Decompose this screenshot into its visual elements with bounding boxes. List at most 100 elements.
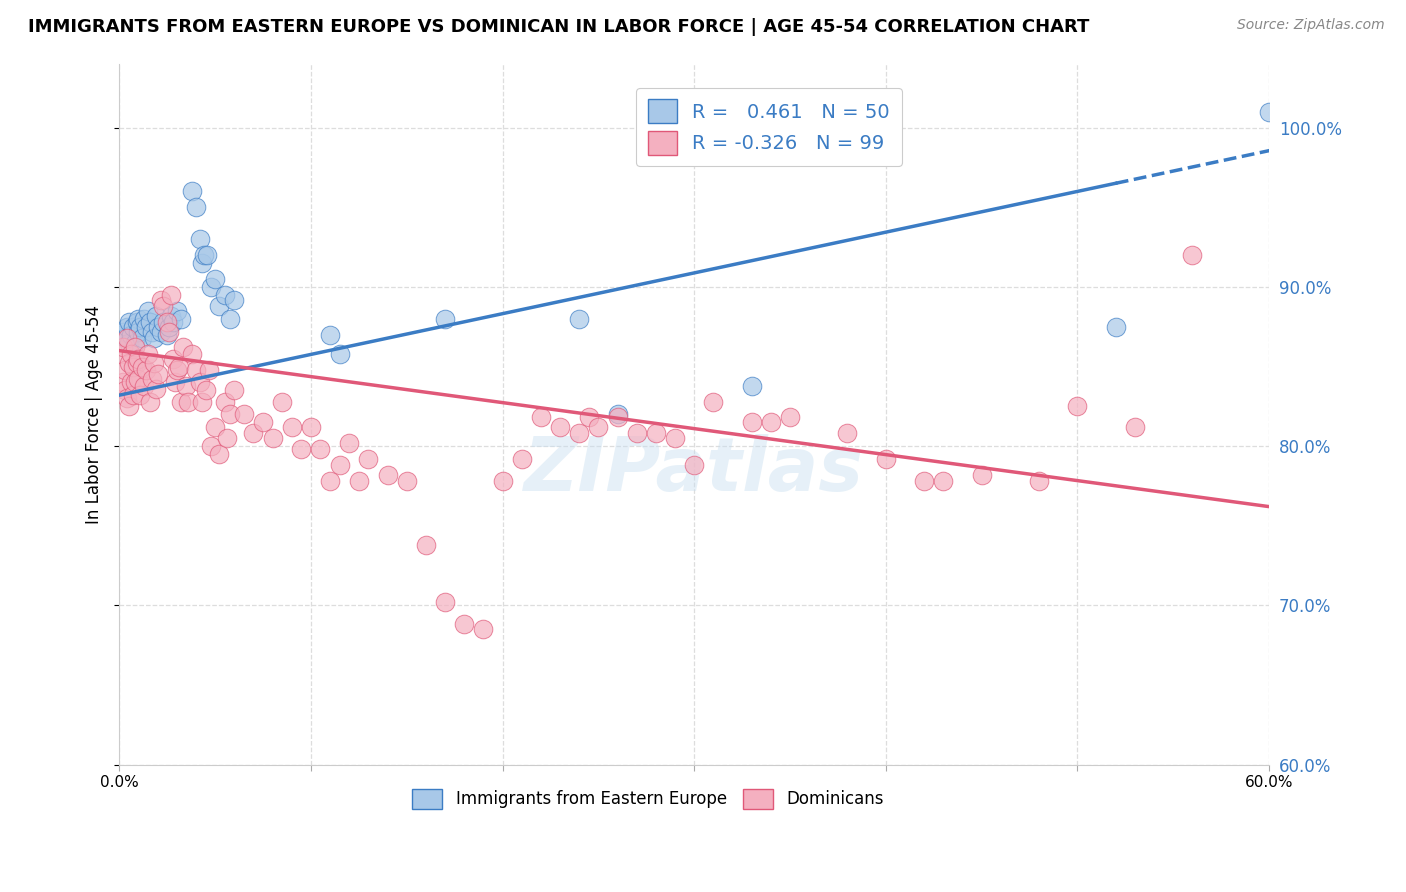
Legend: Immigrants from Eastern Europe, Dominicans: Immigrants from Eastern Europe, Dominica… — [405, 782, 891, 815]
Point — [152, 299, 174, 313]
Point — [395, 474, 418, 488]
Point — [181, 185, 204, 199]
Point — [415, 538, 437, 552]
Point — [664, 431, 686, 445]
Point — [214, 394, 236, 409]
Point — [510, 451, 533, 466]
Text: ZIPatlas: ZIPatlas — [524, 434, 865, 507]
Point — [741, 378, 763, 392]
Point — [124, 340, 146, 354]
Point — [1066, 400, 1088, 414]
Point — [377, 467, 399, 482]
Point — [118, 315, 141, 329]
Point — [121, 388, 143, 402]
Point — [134, 311, 156, 326]
Point — [530, 410, 553, 425]
Point — [970, 467, 993, 482]
Point — [224, 293, 246, 307]
Point — [932, 474, 955, 488]
Point — [181, 347, 204, 361]
Point — [208, 299, 231, 313]
Point — [188, 376, 211, 390]
Point — [200, 280, 222, 294]
Point — [197, 248, 219, 262]
Point — [157, 319, 180, 334]
Point — [152, 315, 174, 329]
Point — [110, 347, 132, 361]
Point — [120, 347, 142, 361]
Point — [142, 331, 165, 345]
Point — [1105, 319, 1128, 334]
Point — [1028, 474, 1050, 488]
Point — [219, 407, 242, 421]
Point — [837, 426, 859, 441]
Point — [309, 442, 332, 457]
Text: IMMIGRANTS FROM EASTERN EUROPE VS DOMINICAN IN LABOR FORCE | AGE 45-54 CORRELATI: IMMIGRANTS FROM EASTERN EUROPE VS DOMINI… — [28, 18, 1090, 36]
Point — [167, 359, 190, 374]
Point — [208, 447, 231, 461]
Point — [156, 315, 179, 329]
Point — [215, 431, 238, 445]
Point — [280, 420, 302, 434]
Point — [194, 384, 217, 398]
Point — [177, 394, 200, 409]
Point — [1181, 248, 1204, 262]
Point — [453, 617, 475, 632]
Point — [121, 319, 143, 334]
Point — [683, 458, 706, 473]
Point — [626, 426, 648, 441]
Point — [115, 331, 138, 345]
Point — [242, 426, 264, 441]
Point — [139, 394, 162, 409]
Point — [172, 340, 194, 354]
Point — [357, 451, 380, 466]
Point — [337, 436, 360, 450]
Point — [875, 451, 897, 466]
Point — [252, 415, 274, 429]
Point — [129, 319, 152, 334]
Point — [135, 319, 157, 334]
Point — [347, 474, 370, 488]
Point — [702, 394, 724, 409]
Point — [114, 362, 136, 376]
Point — [219, 311, 242, 326]
Point — [150, 293, 173, 307]
Point — [224, 384, 246, 398]
Point — [160, 309, 183, 323]
Point — [606, 410, 628, 425]
Point — [166, 362, 188, 376]
Point — [188, 232, 211, 246]
Point — [127, 351, 149, 366]
Point — [190, 394, 212, 409]
Point — [299, 420, 322, 434]
Point — [548, 420, 571, 434]
Point — [319, 474, 342, 488]
Point — [606, 407, 628, 421]
Point — [759, 415, 782, 429]
Point — [114, 331, 136, 345]
Point — [568, 426, 591, 441]
Point — [112, 376, 135, 390]
Point — [146, 319, 169, 334]
Point — [166, 303, 188, 318]
Point — [1123, 420, 1146, 434]
Point — [127, 311, 149, 326]
Point — [114, 384, 136, 398]
Point — [200, 439, 222, 453]
Point — [146, 368, 169, 382]
Point — [290, 442, 312, 457]
Point — [115, 392, 138, 406]
Point — [118, 400, 141, 414]
Point — [434, 595, 457, 609]
Text: Source: ZipAtlas.com: Source: ZipAtlas.com — [1237, 18, 1385, 32]
Point — [169, 311, 191, 326]
Point — [329, 458, 352, 473]
Point — [115, 319, 138, 334]
Point — [644, 426, 666, 441]
Point — [127, 372, 149, 386]
Point — [110, 327, 132, 342]
Point — [112, 340, 135, 354]
Point — [162, 315, 184, 329]
Point — [141, 372, 163, 386]
Point — [271, 394, 294, 409]
